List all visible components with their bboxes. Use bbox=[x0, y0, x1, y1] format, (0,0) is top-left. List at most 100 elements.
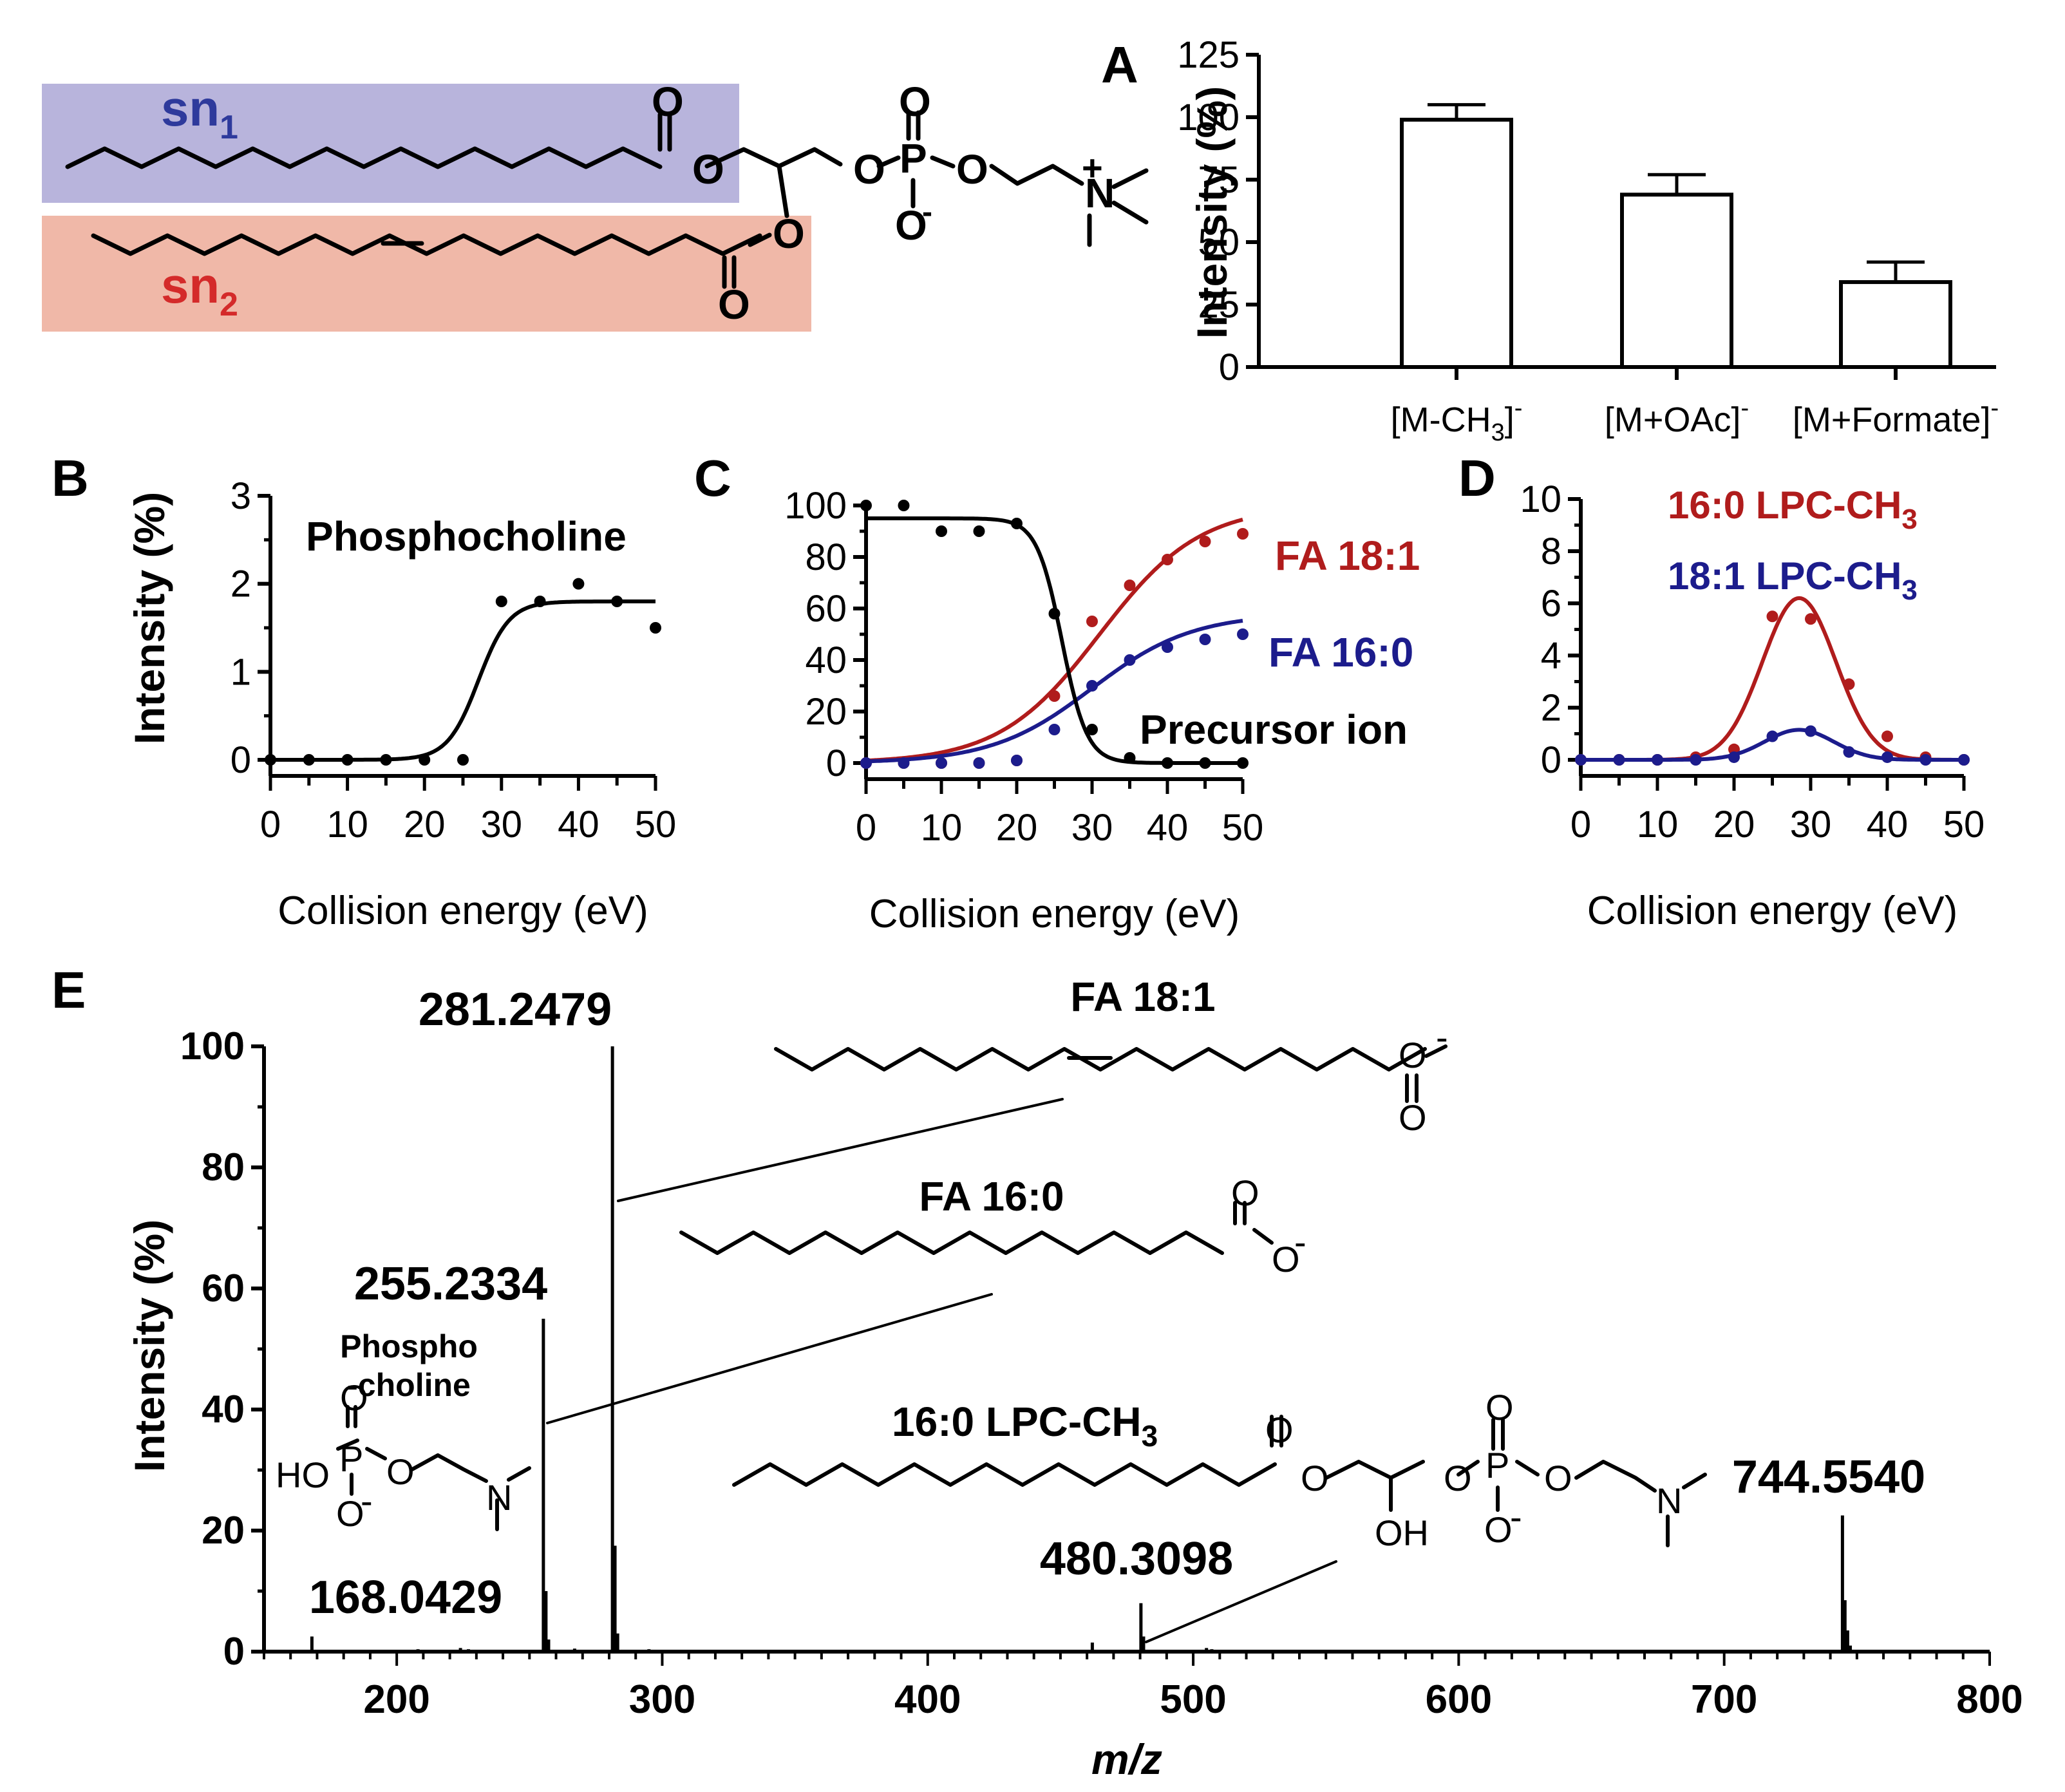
y-tick-label: 50 bbox=[1198, 222, 1240, 263]
data-point bbox=[1199, 634, 1211, 645]
data-point bbox=[936, 757, 947, 769]
x-tick-label: 0 bbox=[856, 807, 876, 849]
data-point bbox=[1086, 680, 1098, 692]
y-tick-label: 40 bbox=[805, 639, 847, 681]
x-tick-label: 30 bbox=[1790, 804, 1832, 845]
y-tick-label: 100 bbox=[1177, 97, 1240, 138]
data-point bbox=[1048, 690, 1061, 702]
structure-text: sn1 sn2 O O O O O P O O - O N + bbox=[161, 79, 1115, 328]
y-tick-label: 2 bbox=[1541, 687, 1561, 729]
data-point bbox=[611, 596, 623, 607]
peak-label: 744.5540 bbox=[1732, 1451, 1925, 1503]
atom-o: O bbox=[340, 1377, 368, 1418]
annotation-phospho: Phospho bbox=[340, 1328, 478, 1364]
atom-o: O bbox=[1399, 1035, 1427, 1075]
mass-spectrum-panel-e: 0 20 40 60 80 100 200 300 400 500 600 700 800 m/z Inte… bbox=[126, 974, 2023, 1783]
x-tick-label: 40 bbox=[1147, 807, 1189, 849]
data-point bbox=[650, 622, 661, 634]
data-point bbox=[1162, 641, 1173, 653]
y-tick-label: 3 bbox=[231, 475, 251, 517]
x-tick-label: 50 bbox=[1222, 807, 1264, 849]
data-point bbox=[898, 500, 910, 511]
sn2-highlight-box bbox=[42, 216, 811, 332]
data-point bbox=[1048, 724, 1061, 735]
data-point bbox=[303, 754, 315, 766]
y-tick-label: 0 bbox=[1219, 346, 1240, 388]
x-tick-label: [M+OAc]- bbox=[1605, 395, 1749, 439]
y-tick-label: 25 bbox=[1198, 284, 1240, 326]
x-axis-label: m/z bbox=[1091, 1735, 1162, 1783]
atom-o: O bbox=[899, 79, 931, 125]
panel-letters: A B C D E bbox=[52, 36, 1496, 1019]
data-point bbox=[1011, 518, 1023, 529]
line-chart-panel-d: 0 2 4 6 8 10 0 10 20 30 40 50 Collision energy (eV) 1… bbox=[1520, 478, 1985, 933]
x-tick-label: 20 bbox=[1713, 804, 1755, 845]
data-point bbox=[1766, 610, 1778, 623]
data-point bbox=[572, 578, 585, 590]
x-axis-label: Collision energy (eV) bbox=[278, 889, 648, 933]
y-tick-label: 60 bbox=[805, 588, 847, 630]
atom-o: O bbox=[336, 1493, 364, 1534]
y-tick-label: 0 bbox=[223, 1630, 245, 1673]
y-tick-label: 60 bbox=[202, 1267, 245, 1310]
x-tick-label: 800 bbox=[1956, 1677, 2023, 1722]
data-point bbox=[1048, 608, 1061, 619]
x-tick-label: 10 bbox=[326, 804, 368, 845]
minus-sign: - bbox=[1510, 1496, 1522, 1537]
lpc-structure bbox=[732, 1462, 1277, 1487]
x-tick-label: 40 bbox=[558, 804, 599, 845]
data-point bbox=[1881, 730, 1893, 742]
bar bbox=[1839, 280, 1952, 369]
data-point bbox=[1162, 757, 1173, 769]
panel-letter-c: C bbox=[694, 449, 731, 507]
peak-label: 168.0429 bbox=[309, 1572, 502, 1623]
atom-o: O bbox=[692, 146, 724, 193]
x-tick-label: 20 bbox=[404, 804, 446, 845]
atom-o: O bbox=[895, 202, 927, 249]
panel-letter-a: A bbox=[1101, 36, 1138, 93]
data-point bbox=[1237, 528, 1249, 540]
sn2-label: sn2 bbox=[161, 257, 238, 323]
x-tick-label: [M-CH3]- bbox=[1391, 395, 1523, 446]
x-tick-label: 500 bbox=[1160, 1677, 1226, 1722]
atom-p: P bbox=[900, 135, 927, 182]
annotation-phosphocholine: Phosphocholine bbox=[306, 513, 627, 560]
data-point bbox=[898, 757, 910, 769]
y-tick-label: 100 bbox=[784, 485, 847, 527]
annotation-choline: -choline bbox=[347, 1367, 471, 1403]
data-point bbox=[1881, 751, 1893, 763]
annotation-fa-16-0: FA 16:0 bbox=[919, 1173, 1064, 1220]
atom-o: O bbox=[1265, 1410, 1294, 1450]
y-tick-label: 6 bbox=[1541, 583, 1561, 625]
x-tick-label: 0 bbox=[260, 804, 281, 845]
data-point bbox=[1237, 628, 1249, 640]
peak-label: 281.2479 bbox=[419, 984, 612, 1035]
atom-p: P bbox=[339, 1438, 363, 1479]
fit-curve bbox=[865, 518, 1243, 763]
y-tick-label: 80 bbox=[202, 1146, 245, 1189]
line-chart-panel-c: 0 20 40 60 80 100 0 10 20 30 40 50 Collision energy … bbox=[784, 485, 1420, 936]
atom-o: O bbox=[853, 146, 885, 193]
sn1-chain-bonds bbox=[65, 146, 663, 169]
x-tick-label: 300 bbox=[629, 1677, 695, 1722]
plus-sign: + bbox=[1082, 147, 1103, 188]
minus-sign: - bbox=[1436, 1017, 1448, 1057]
data-point bbox=[1011, 755, 1023, 766]
data-point bbox=[1805, 613, 1816, 625]
legend-18-1-lpc-ch3: 18:1 LPC-CH3 bbox=[1668, 554, 1918, 606]
x-tick-label: 10 bbox=[921, 807, 963, 849]
y-axis-label: Intensity (%) bbox=[126, 492, 173, 744]
sn1-label: sn1 bbox=[161, 80, 238, 146]
hydroxyl: OH bbox=[1375, 1513, 1429, 1553]
legend-fa-16-0: FA 16:0 bbox=[1268, 629, 1413, 675]
x-tick-label: 40 bbox=[1867, 804, 1909, 845]
legend-fa-18-1: FA 18:1 bbox=[1275, 533, 1420, 579]
minus-sign: - bbox=[1294, 1221, 1306, 1262]
data-point bbox=[1613, 754, 1625, 766]
x-axis-label: Collision energy (eV) bbox=[869, 892, 1240, 936]
y-tick-label: 4 bbox=[1541, 635, 1561, 677]
peak-label: 480.3098 bbox=[1040, 1533, 1233, 1585]
x-tick-label: 0 bbox=[1570, 804, 1591, 845]
